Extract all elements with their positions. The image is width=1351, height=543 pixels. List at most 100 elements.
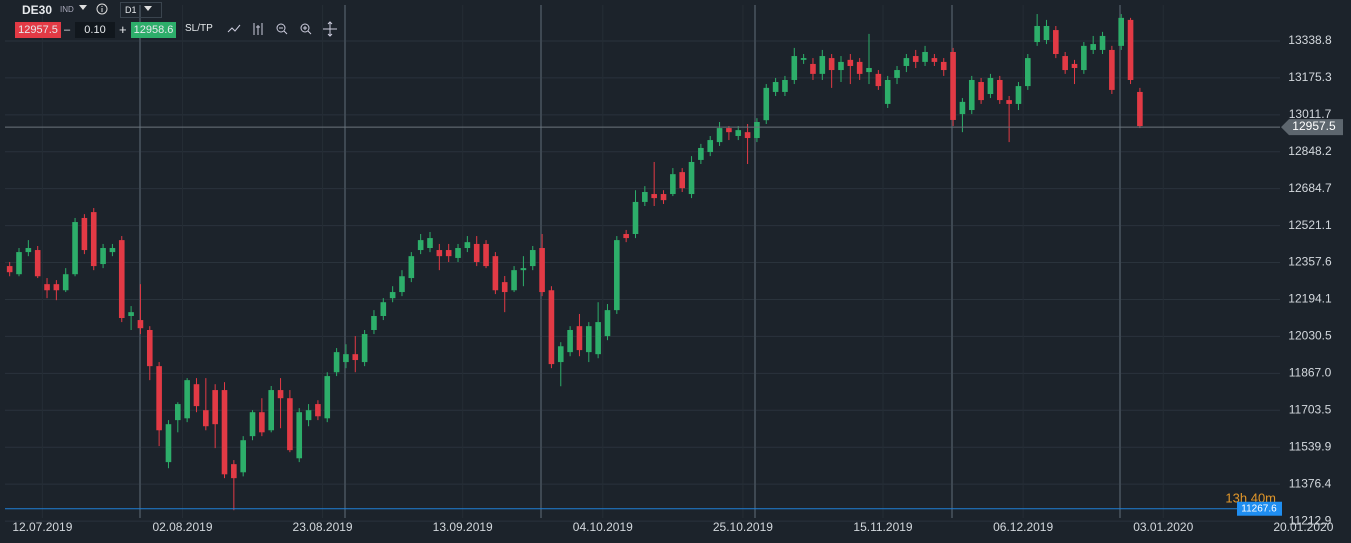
candle-body	[576, 326, 583, 351]
candle-body	[978, 82, 984, 101]
candle-body	[800, 58, 807, 60]
line-tool[interactable]	[227, 24, 241, 33]
candle-body	[1025, 58, 1031, 87]
info-icon[interactable]	[96, 3, 108, 15]
candle-body	[791, 56, 798, 80]
candle-body	[604, 310, 611, 337]
symbol-type: IND	[60, 5, 74, 14]
candle-body	[417, 240, 424, 251]
candle-body	[1137, 91, 1143, 127]
countdown: 13h 40m	[1225, 490, 1276, 505]
plus-button[interactable]: +	[119, 22, 127, 37]
y-tick-label: 11703.5	[1289, 402, 1332, 416]
candle-body	[1034, 26, 1040, 43]
candle-body	[1109, 49, 1115, 90]
candle-body	[156, 366, 162, 431]
candle-body	[847, 59, 854, 66]
candle-body	[16, 252, 22, 275]
candle-body	[726, 128, 732, 133]
candle-body	[62, 274, 69, 291]
x-tick-label: 02.08.2019	[152, 520, 212, 534]
candle-body	[81, 217, 88, 251]
candle-body	[128, 312, 134, 316]
candle-body	[212, 390, 218, 425]
candle-body	[1062, 56, 1068, 71]
y-tick-label: 11212.9	[1289, 513, 1332, 527]
candle-body	[361, 334, 368, 363]
y-tick-label: 11539.9	[1289, 439, 1332, 453]
candle-body	[165, 424, 172, 463]
candle-body	[100, 248, 106, 265]
candle-body	[1071, 63, 1078, 69]
pan-tool[interactable]	[323, 21, 337, 37]
candle-body	[333, 352, 340, 373]
candle-body	[1127, 19, 1134, 80]
candle-body	[184, 380, 190, 419]
y-tick-label: 12848.2	[1288, 144, 1332, 158]
tool-icons[interactable]	[226, 20, 346, 38]
candle-body	[529, 250, 536, 267]
candle-body	[464, 242, 471, 249]
candle-body	[501, 282, 508, 293]
sl-tp[interactable]: SL/TP	[185, 23, 213, 34]
x-tick-label: 04.10.2019	[573, 520, 633, 534]
volume[interactable]: 0.10	[75, 22, 115, 38]
candle-body	[782, 79, 788, 92]
x-tick-label: 13.09.2019	[433, 520, 493, 534]
candle-body	[277, 390, 284, 399]
candle-body	[492, 256, 499, 291]
x-tick-label: 06.12.2019	[993, 520, 1053, 534]
timeframe[interactable]: D1	[120, 2, 162, 18]
candle-body	[221, 390, 228, 475]
candle-body	[632, 201, 639, 235]
candle-body	[34, 250, 41, 277]
candle-body	[642, 192, 648, 202]
candle-body	[483, 243, 489, 267]
candle-body	[707, 140, 714, 153]
zoom-out[interactable]	[276, 23, 286, 33]
symbol[interactable]: DE30	[22, 3, 53, 17]
buy-price[interactable]: 12958.6	[131, 22, 176, 38]
candle-body	[53, 284, 60, 291]
sell-price[interactable]: 12957.5	[15, 22, 61, 38]
x-tick-label: 12.07.2019	[12, 520, 72, 534]
candle-body	[240, 440, 246, 473]
candle-body	[296, 412, 303, 459]
candle-body	[1081, 45, 1087, 71]
candle-body	[1006, 100, 1012, 104]
candle-body	[520, 268, 527, 271]
minus-button[interactable]: –	[64, 24, 71, 36]
y-tick-label: 11376.4	[1289, 476, 1332, 490]
candle-body	[614, 240, 620, 311]
candle-body	[819, 56, 826, 74]
y-tick-label: 12521.1	[1288, 218, 1332, 232]
dropdown-icon[interactable]	[79, 5, 88, 11]
candle-body	[651, 194, 657, 199]
candle-body	[735, 130, 742, 136]
candle-body	[623, 234, 629, 239]
candle-body	[1015, 86, 1022, 104]
dropdown-icon[interactable]	[144, 6, 153, 12]
candle-body	[1118, 17, 1125, 46]
zoom-in[interactable]	[300, 23, 310, 33]
candle-body	[72, 222, 78, 275]
candle-body	[6, 266, 13, 273]
candle-body	[763, 87, 770, 121]
candle-body	[118, 240, 125, 319]
candle-body	[427, 238, 433, 249]
y-tick-label: 13175.3	[1288, 70, 1332, 84]
current-price-label: 12957.5	[1292, 119, 1336, 133]
candle-body	[688, 161, 695, 195]
candle-body	[193, 384, 200, 407]
y-tick-label: 13011.7	[1289, 107, 1332, 121]
candle-body	[828, 58, 835, 71]
candle-body	[324, 376, 331, 419]
candle-body	[399, 276, 405, 293]
candle-tool[interactable]	[253, 23, 263, 35]
candle-body	[968, 79, 975, 111]
candle-body	[912, 56, 919, 62]
candle-body	[175, 404, 181, 421]
x-tick-label: 25.10.2019	[713, 520, 773, 534]
